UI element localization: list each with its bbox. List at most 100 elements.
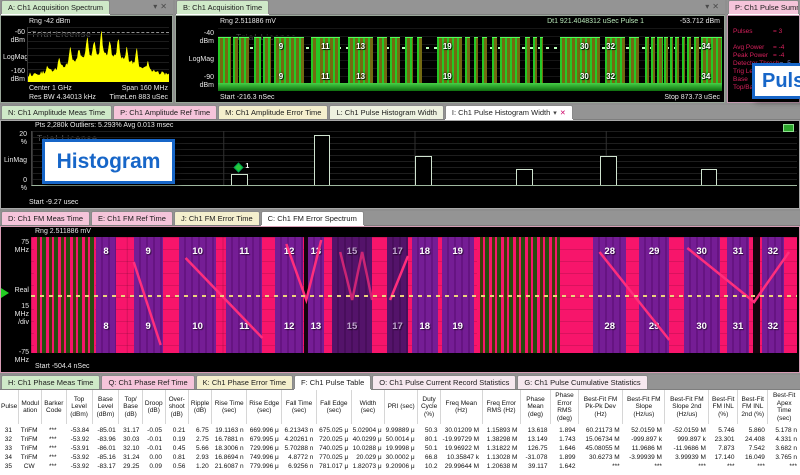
table-cell: ***	[789, 463, 797, 470]
tab-d-ch1-fm-meas-time[interactable]: D: Ch1 FM Meas Time	[1, 211, 91, 225]
pulse-number-bottom: 34	[701, 72, 711, 82]
y-axis-mid-label: LinMag	[4, 157, 27, 164]
pulse-number-top: 8	[103, 246, 109, 258]
table-cell: 7.542	[748, 445, 765, 452]
tab-o-ch1-pulse-current-record-statistics[interactable]: O: Ch1 Pulse Current Record Statistics	[372, 375, 517, 389]
column-header: Phase Error RMS (deg)	[550, 390, 579, 424]
table-cell: -0.05	[147, 427, 162, 434]
acq-time-display[interactable]: Rng 2.511886 mV Dt1 921.4048312 uSec Pul…	[175, 15, 725, 103]
tab-i-ch1-pulse-histogram-width[interactable]: I: Ch1 Pulse Histogram Width ▾ ✕	[444, 105, 573, 119]
tab-label: K: Ch1 Phase Error Time	[202, 378, 287, 387]
table-cell: 52.0159 M	[631, 427, 662, 434]
table-cell: ***	[612, 463, 620, 470]
pulse-train-plot[interactable]: 9 9 11 11 13 13 19 19 30 30 32 32 34 34	[218, 28, 722, 91]
table-row[interactable]: 35 CW *** -53.92 -83.17 29.25 0.09 0.56 1.20 21.6…	[0, 462, 800, 471]
measurement-dotted-line	[218, 46, 722, 49]
close-icon[interactable]: ✕	[712, 2, 722, 11]
tab-label: M: Ch1 Amplitude Error Time	[225, 108, 322, 117]
trace-marker-arrow	[1, 287, 9, 298]
y-axis-mid-label: LogMag	[188, 56, 214, 63]
close-icon[interactable]: ✕	[160, 2, 170, 11]
pulse-bar	[377, 37, 388, 83]
pulse-bar	[694, 37, 700, 83]
y-axis-mid-label: LogMag	[3, 54, 29, 61]
table-cell: 11.9686 M	[631, 445, 662, 452]
pulse-bar	[604, 37, 625, 83]
tab-label: D: Ch1 FM Meas Time	[8, 214, 84, 223]
table-cell: -0.01	[147, 436, 162, 443]
range-readout: Rng -42 dBm	[29, 18, 71, 25]
table-cell: -83.17	[97, 463, 116, 470]
tab-f-ch1-pulse-table[interactable]: F: Ch1 Pulse Table	[294, 375, 372, 389]
chevron-down-icon[interactable]: ▾	[553, 109, 557, 117]
tab-p-ch1-amplitude-ref-time[interactable]: P: Ch1 Amplitude Ref Time	[113, 105, 218, 119]
table-cell: 3.765 n	[775, 454, 797, 461]
tab-e-ch1-fm-ref-time[interactable]: E: Ch1 FM Ref Time	[91, 211, 173, 225]
tab-label: L: Ch1 Pulse Histogram Width	[336, 108, 437, 117]
table-cell: 720.025 μ	[319, 436, 349, 443]
table-cell: 23.301	[714, 436, 735, 443]
spectrum-plot[interactable]	[27, 27, 170, 83]
column-header: Rise Edge (sec)	[246, 390, 282, 424]
table-row[interactable]: 32 TriFM *** -53.92 -83.96 30.03 -0.01 0.19 2.75…	[0, 435, 800, 444]
table-cell: 50.0014 μ	[385, 436, 415, 443]
pulse-number-top: 11	[321, 41, 330, 51]
pulse-number-top: 34	[701, 41, 711, 51]
tab-p-ch1-pulse-summary[interactable]: P: Ch1 Pulse Summary	[728, 0, 799, 14]
fm-display[interactable]: Rng 2.511886 mV 75 MHz Real 15 MHz /div …	[0, 226, 800, 373]
tab-l-ch1-pulse-histogram-width[interactable]: L: Ch1 Pulse Histogram Width	[329, 105, 444, 119]
top-display-row: A: Ch1 Acquisition Spectrum ▾✕ Rng -42 dB…	[0, 0, 800, 103]
table-row[interactable]: 33 TriFM *** -53.91 -86.01 32.10 -0.01 0.45 5.66…	[0, 444, 800, 453]
column-header: Top Level (dBm)	[65, 390, 93, 424]
table-cell: 5.860	[748, 427, 765, 434]
close-icon[interactable]: ✕	[559, 109, 566, 117]
table-cell: 19.9998 μ	[385, 445, 415, 452]
spectrum-display[interactable]: Rng -42 dBm Trial License -60 dBm LogMag…	[0, 15, 173, 103]
column-header: Best-Fit Apex Time (sec)	[767, 390, 800, 424]
tab-k-ch1-phase-error-time[interactable]: K: Ch1 Phase Error Time	[195, 375, 294, 389]
panel-menu-controls[interactable]: ▾✕	[153, 2, 170, 11]
histogram-stats-readout: Pts 2,280k Outliers: 5.293% Avg 0.013 ms…	[35, 122, 174, 129]
tab-b-ch1-acquisition-time[interactable]: B: Ch1 Acquisition Time	[176, 0, 270, 14]
chevron-down-icon[interactable]: ▾	[705, 2, 713, 11]
fm-plot[interactable]: 8 8 9 9 10 10 11 11 12 12 13 13 15 15 17 17 18 18 19 19 28 28…	[31, 237, 797, 353]
tab-a-ch1-acquisition-spectrum[interactable]: A: Ch1 Acquisition Spectrum	[1, 0, 111, 14]
table-cell: 1.31822 M	[486, 445, 518, 452]
tab-h-ch1-phase-meas-time[interactable]: H: Ch1 Phase Meas Time	[1, 375, 101, 389]
resbw-label: Res BW 4.34013 kHz	[29, 94, 96, 101]
tab-label: O: Ch1 Pulse Current Record Statistics	[379, 378, 510, 387]
pulse-number-bottom: 15	[346, 320, 358, 332]
tab-label: E: Ch1 FM Ref Time	[98, 214, 166, 223]
tab-m-ch1-amplitude-error-time[interactable]: M: Ch1 Amplitude Error Time	[218, 105, 329, 119]
summary-value: = -4	[773, 52, 785, 59]
pulse-table[interactable]: Pulse Modul ation Barker Code Top Level (dB…	[0, 390, 800, 475]
y-axis-div-label: 15 MHz /div	[14, 303, 29, 326]
pulse-number-bottom: 9	[145, 320, 151, 332]
tab-c-ch1-fm-error-spectrum[interactable]: C: Ch1 FM Error Spectrum	[260, 211, 364, 225]
tab-g-ch1-pulse-cumulative-statistics[interactable]: G: Ch1 Pulse Cumulative Statistics	[517, 375, 648, 389]
tab-label: A: Ch1 Acquisition Spectrum	[8, 3, 104, 12]
histogram-bar	[415, 156, 433, 185]
green-indicator-icon[interactable]	[783, 124, 794, 132]
column-header: Best-Fit FM Pk-Pk Dev (Hz)	[577, 390, 623, 424]
table-cell: ***	[654, 463, 662, 470]
marker-diamond-icon[interactable]	[234, 162, 244, 173]
table-cell: -83.96	[97, 436, 116, 443]
table-cell: -53.92	[70, 436, 90, 443]
chevron-down-icon[interactable]: ▾	[153, 2, 161, 11]
delta-marker-readout: Dt1 921.4048312 uSec Pulse 1	[547, 18, 644, 25]
table-row[interactable]: 31 TriFM *** -53.84 -85.01 31.17 -0.05 0.21 6.75…	[0, 424, 800, 435]
table-cell: 34	[4, 454, 12, 461]
table-cell: 4.331 n	[775, 436, 797, 443]
tab-j-ch1-fm-error-time[interactable]: J: Ch1 FM Error Time	[173, 211, 260, 225]
tab-n-ch1-amplitude-meas-time[interactable]: N: Ch1 Amplitude Meas Time	[1, 105, 113, 119]
pulse-bar	[645, 37, 650, 83]
summary-value: = 3	[773, 28, 783, 35]
table-cell: 39.117	[528, 463, 548, 470]
table-row[interactable]: 34 TriFM *** -53.92 -85.16 31.24 0.00 0.81 2.93 1…	[0, 453, 800, 462]
pulse-table-section: H: Ch1 Phase Meas Time Q: Ch1 Phase Ref T…	[0, 375, 800, 475]
pulse-number-top: 29	[648, 246, 660, 258]
tab-q-ch1-phase-ref-time[interactable]: Q: Ch1 Phase Ref Time	[101, 375, 195, 389]
pulse-bar	[218, 37, 232, 83]
panel-menu-controls[interactable]: ▾✕	[705, 2, 722, 11]
